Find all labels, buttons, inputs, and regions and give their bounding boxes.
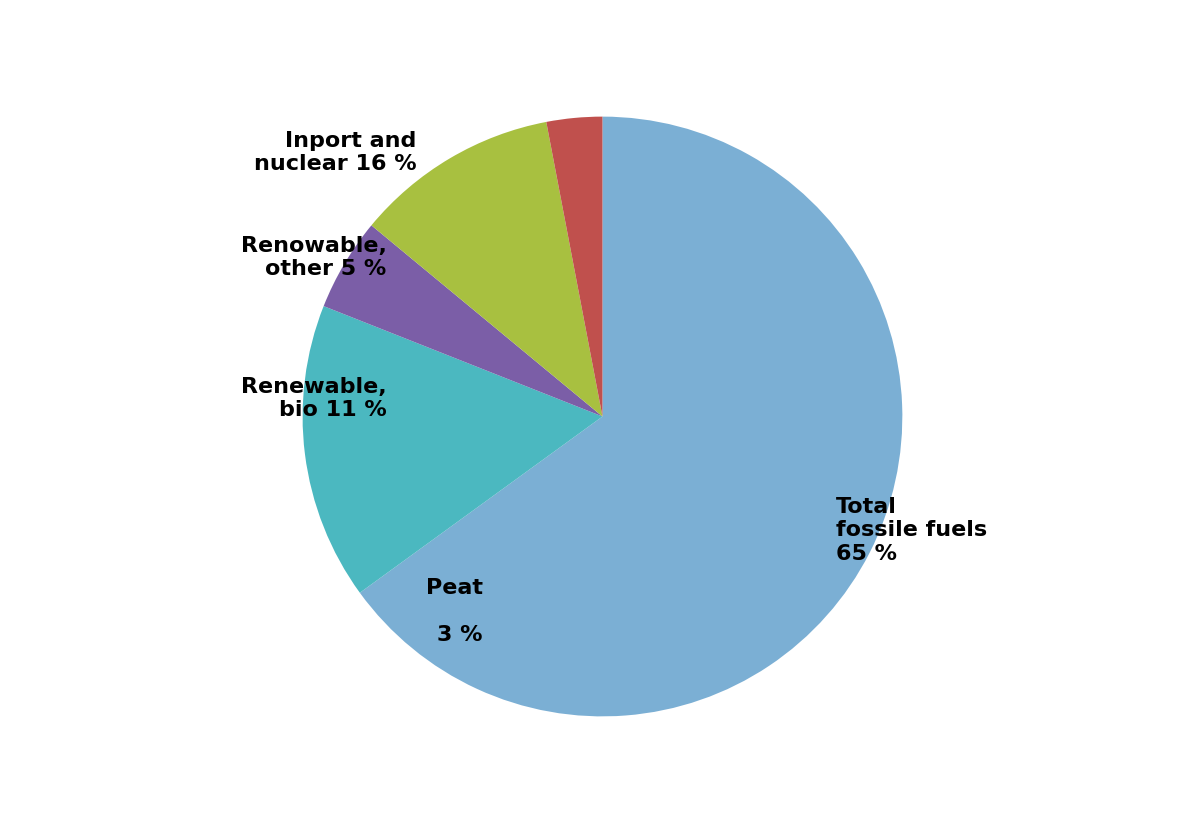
- Text: Renowable,
other 5 %: Renowable, other 5 %: [241, 236, 387, 279]
- Text: Total
fossile fuels
65 %: Total fossile fuels 65 %: [836, 497, 988, 564]
- Wedge shape: [323, 226, 602, 416]
- Wedge shape: [546, 117, 602, 416]
- Text: Renewable,
bio 11 %: Renewable, bio 11 %: [241, 377, 387, 420]
- Wedge shape: [303, 306, 602, 593]
- Wedge shape: [360, 117, 902, 716]
- Wedge shape: [371, 122, 602, 416]
- Text: Peat

3 %: Peat 3 %: [426, 578, 482, 645]
- Text: Inport and
nuclear 16 %: Inport and nuclear 16 %: [254, 131, 416, 174]
